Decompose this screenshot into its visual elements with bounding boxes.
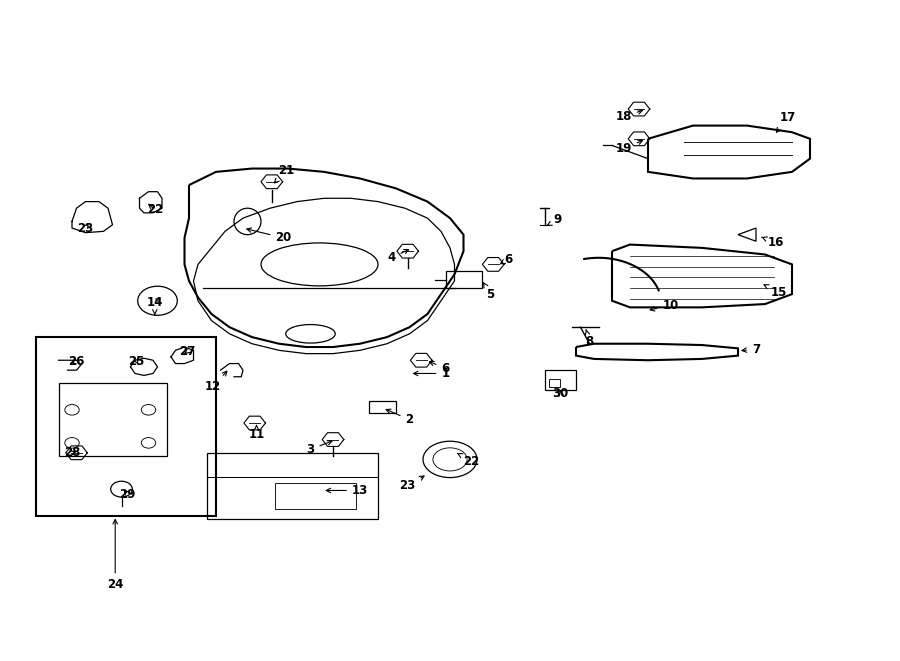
Text: 23: 23 xyxy=(77,221,94,235)
Text: 17: 17 xyxy=(777,111,796,132)
Text: 22: 22 xyxy=(147,203,163,216)
Text: 13: 13 xyxy=(326,484,368,497)
Text: 27: 27 xyxy=(179,345,195,358)
Text: 24: 24 xyxy=(107,520,123,592)
Text: 26: 26 xyxy=(68,355,85,368)
Text: 2: 2 xyxy=(386,409,414,426)
Text: 12: 12 xyxy=(205,371,227,393)
Text: 5: 5 xyxy=(483,282,495,301)
Text: 7: 7 xyxy=(742,342,760,356)
Text: 30: 30 xyxy=(553,387,569,400)
Text: 14: 14 xyxy=(147,296,163,315)
Text: 3: 3 xyxy=(306,441,332,456)
Text: M: M xyxy=(155,297,160,304)
Text: 4: 4 xyxy=(387,250,409,264)
Text: 1: 1 xyxy=(413,367,450,380)
Text: 21: 21 xyxy=(274,164,294,183)
Text: 15: 15 xyxy=(764,285,787,299)
Text: 19: 19 xyxy=(616,140,643,155)
Text: 16: 16 xyxy=(762,236,784,249)
Text: 8: 8 xyxy=(585,330,594,348)
Text: 28: 28 xyxy=(64,446,80,459)
Text: 11: 11 xyxy=(248,425,265,442)
Text: 10: 10 xyxy=(650,299,679,312)
Text: 25: 25 xyxy=(129,355,145,368)
Text: 6: 6 xyxy=(429,362,450,375)
Text: 23: 23 xyxy=(400,476,424,492)
Text: 22: 22 xyxy=(458,453,480,468)
Text: 29: 29 xyxy=(120,488,136,501)
Text: 6: 6 xyxy=(500,253,513,266)
Text: 18: 18 xyxy=(616,110,643,124)
Text: 9: 9 xyxy=(547,213,562,226)
Text: 20: 20 xyxy=(247,228,292,245)
